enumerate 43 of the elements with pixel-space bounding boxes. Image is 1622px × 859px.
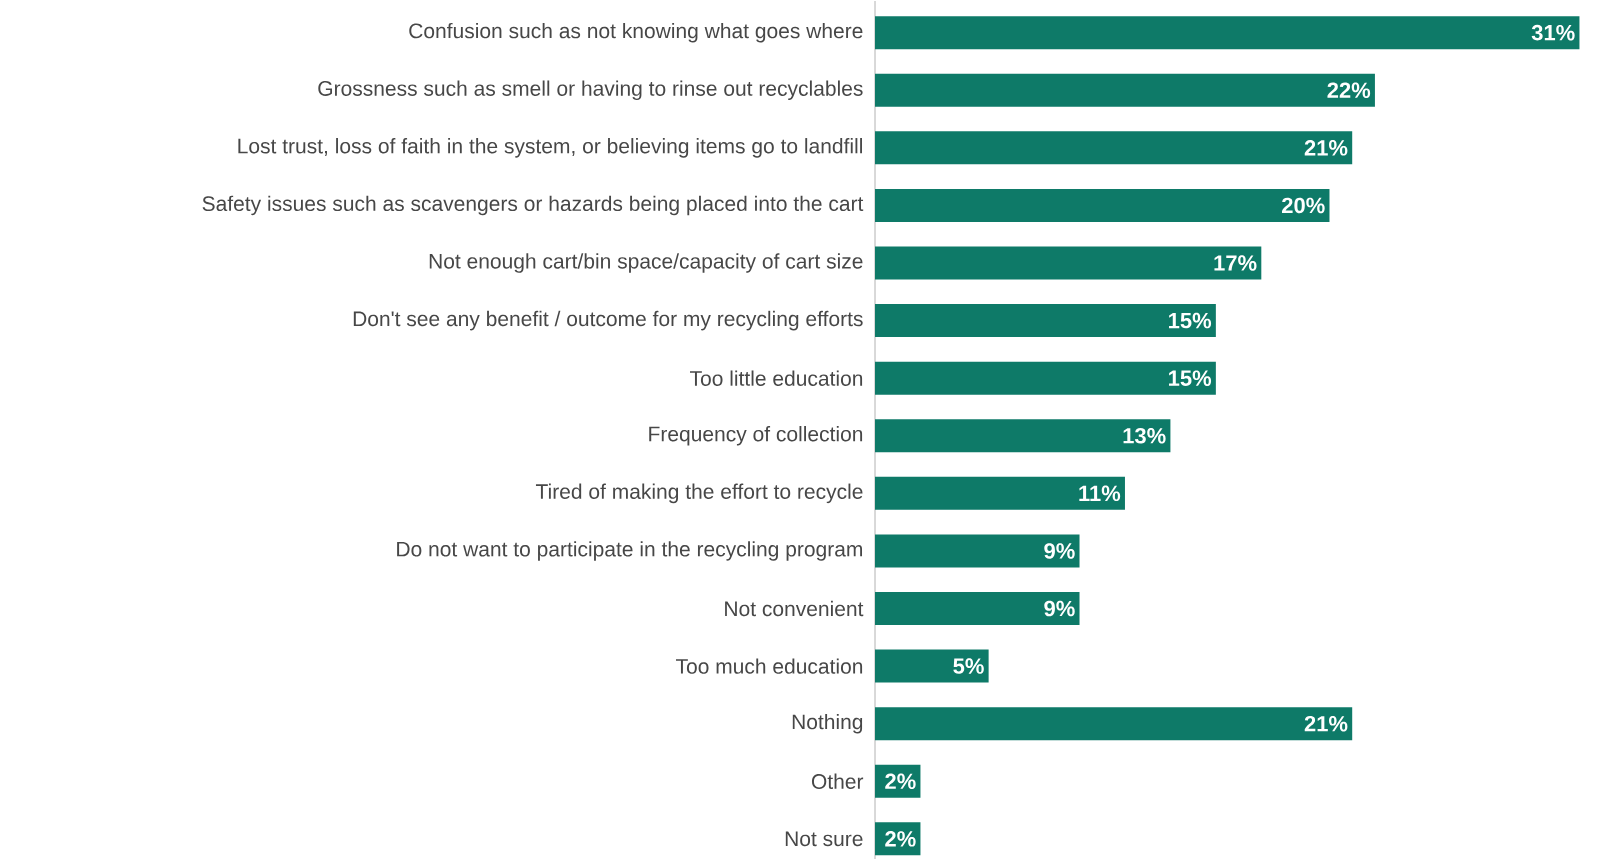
data-label: 2% <box>885 831 916 847</box>
y-tick-label: Tired of making the effort to recycle <box>535 483 863 504</box>
data-label: 9% <box>1044 600 1075 617</box>
data-label: 21% <box>1304 140 1348 156</box>
y-tick-label: Do not want to participate in the recycling program <box>397 541 863 561</box>
data-label: 22% <box>1327 82 1371 99</box>
y-tick-label: Not sure <box>785 831 863 847</box>
data-label: 17% <box>1214 255 1257 271</box>
data-label: 20% <box>1282 197 1325 214</box>
bar <box>875 304 1216 338</box>
y-tick-label: Nothing <box>792 713 863 734</box>
y-tick-label: Too much education <box>675 658 863 674</box>
bar <box>875 476 1125 510</box>
y-tick-label: Safety issues such as scavengers or hazards being placed into the cart <box>202 195 864 216</box>
data-label: 21% <box>1304 715 1348 732</box>
y-tick-label: Other <box>811 773 864 789</box>
bar <box>875 188 1330 222</box>
y-tick-label: Don't see any benefit / outcome for my recycling efforts <box>353 310 863 331</box>
data-label: 11% <box>1079 485 1121 502</box>
data-label: 9% <box>1044 543 1075 559</box>
data-label: 2% <box>885 773 916 790</box>
y-tick-label: Confusion such as not knowing what goes where <box>409 22 863 43</box>
bar <box>875 534 1080 568</box>
y-tick-label: Lost trust, loss of faith in the system, or believing items go to landfill <box>238 138 862 158</box>
bar <box>875 73 1375 107</box>
y-tick-label: Frequency of collection <box>649 425 863 446</box>
y-tick-label: Not convenient <box>725 600 864 617</box>
bar <box>875 131 1353 165</box>
data-label: 13% <box>1123 427 1166 444</box>
bar <box>875 419 1171 453</box>
data-label: 15% <box>1169 370 1212 386</box>
bar <box>875 649 989 683</box>
bar <box>875 707 1353 741</box>
data-label: 5% <box>953 658 984 674</box>
y-tick-label: Grossness such as smell or having to rinse out recyclables <box>318 80 863 101</box>
y-tick-label: Not enough cart/bin space/capacity of cart size <box>429 253 863 273</box>
data-label: 15% <box>1169 312 1212 329</box>
y-tick-label: Too little education <box>690 370 863 386</box>
bar <box>875 592 1080 626</box>
bar <box>875 361 1216 395</box>
bar <box>875 246 1262 280</box>
data-label: 31% <box>1531 24 1575 41</box>
bar <box>875 16 1580 50</box>
